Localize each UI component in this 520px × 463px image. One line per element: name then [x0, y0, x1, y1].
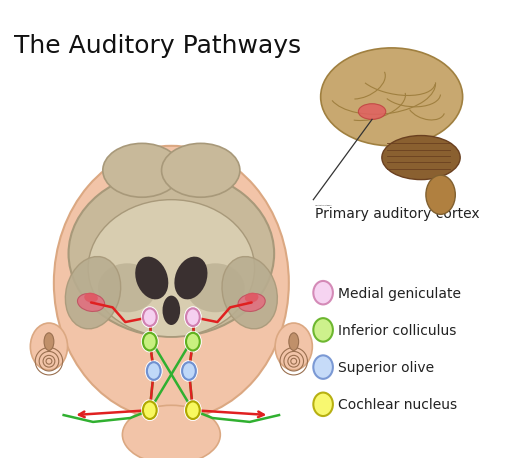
Ellipse shape — [180, 361, 198, 382]
Ellipse shape — [222, 257, 277, 329]
Ellipse shape — [186, 401, 200, 419]
Ellipse shape — [186, 264, 245, 313]
Ellipse shape — [143, 401, 157, 419]
Ellipse shape — [135, 257, 168, 300]
Ellipse shape — [314, 282, 333, 305]
Ellipse shape — [69, 171, 274, 337]
Ellipse shape — [314, 319, 333, 342]
Ellipse shape — [147, 363, 161, 380]
Ellipse shape — [186, 333, 200, 350]
Ellipse shape — [182, 363, 196, 380]
Ellipse shape — [141, 400, 159, 421]
Text: The Auditory Pathways: The Auditory Pathways — [315, 204, 332, 205]
Ellipse shape — [182, 363, 196, 380]
Ellipse shape — [314, 356, 333, 379]
Ellipse shape — [145, 361, 163, 382]
Ellipse shape — [184, 400, 202, 421]
Ellipse shape — [84, 293, 98, 303]
Ellipse shape — [141, 331, 159, 353]
Ellipse shape — [321, 49, 463, 146]
Ellipse shape — [88, 200, 255, 337]
Ellipse shape — [314, 393, 333, 416]
Ellipse shape — [141, 307, 159, 328]
Ellipse shape — [54, 146, 289, 420]
Ellipse shape — [44, 333, 54, 350]
Ellipse shape — [145, 361, 163, 382]
Ellipse shape — [184, 331, 202, 353]
Text: Superior olive: Superior olive — [338, 360, 434, 374]
Ellipse shape — [103, 144, 181, 198]
Ellipse shape — [238, 294, 265, 312]
Ellipse shape — [180, 361, 198, 382]
Ellipse shape — [98, 264, 157, 313]
Ellipse shape — [174, 257, 207, 300]
Ellipse shape — [314, 393, 333, 416]
Ellipse shape — [143, 333, 157, 350]
Ellipse shape — [184, 331, 202, 353]
Ellipse shape — [77, 294, 105, 312]
Ellipse shape — [275, 323, 313, 370]
Ellipse shape — [141, 400, 159, 421]
Ellipse shape — [122, 406, 220, 463]
Ellipse shape — [141, 331, 159, 353]
Ellipse shape — [314, 282, 333, 305]
Ellipse shape — [30, 323, 68, 370]
Text: The Auditory Pathways: The Auditory Pathways — [14, 34, 301, 58]
Text: Medial geniculate: Medial geniculate — [338, 286, 461, 300]
Ellipse shape — [382, 136, 460, 180]
Ellipse shape — [314, 319, 333, 342]
Ellipse shape — [163, 296, 180, 325]
Ellipse shape — [245, 293, 258, 303]
Ellipse shape — [289, 333, 298, 350]
Ellipse shape — [141, 307, 159, 328]
Ellipse shape — [184, 307, 202, 328]
Ellipse shape — [162, 144, 240, 198]
Ellipse shape — [186, 309, 200, 326]
Ellipse shape — [186, 309, 200, 326]
Ellipse shape — [426, 176, 456, 215]
Ellipse shape — [147, 363, 161, 380]
Text: Inferior colliculus: Inferior colliculus — [338, 323, 456, 337]
Ellipse shape — [186, 333, 200, 350]
Text: Primary auditory cortex: Primary auditory cortex — [315, 206, 480, 220]
Ellipse shape — [358, 105, 386, 120]
Ellipse shape — [66, 257, 121, 329]
Ellipse shape — [314, 356, 333, 379]
Ellipse shape — [184, 307, 202, 328]
Ellipse shape — [186, 401, 200, 419]
Ellipse shape — [143, 401, 157, 419]
Ellipse shape — [143, 309, 157, 326]
Text: Cochlear nucleus: Cochlear nucleus — [338, 397, 457, 412]
Ellipse shape — [184, 400, 202, 421]
Ellipse shape — [143, 333, 157, 350]
Ellipse shape — [143, 309, 157, 326]
